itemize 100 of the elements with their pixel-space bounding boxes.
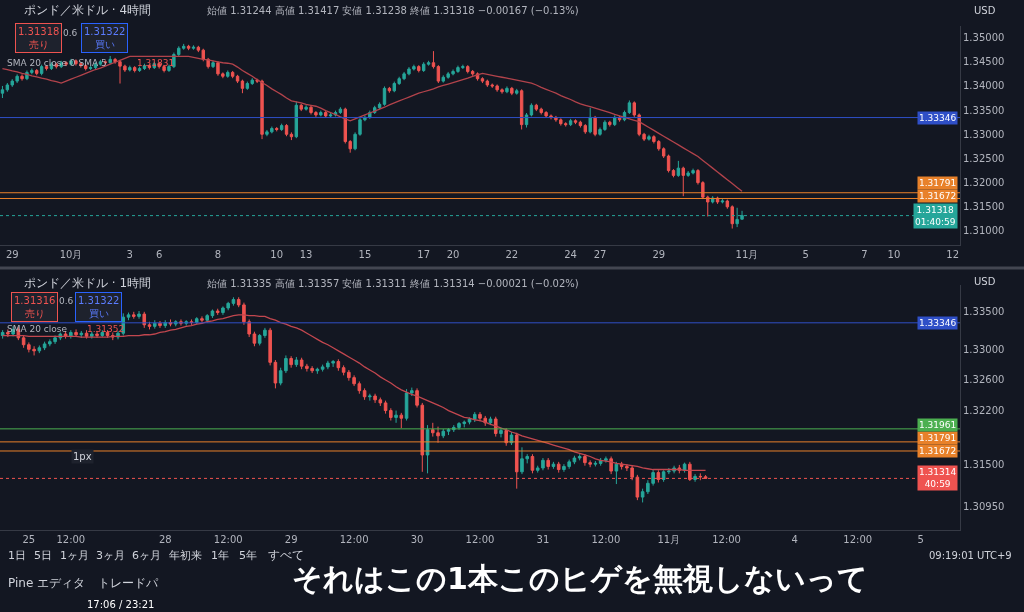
x-tick-label: 12:00 <box>843 534 873 545</box>
x-tick-label: 3 <box>126 249 133 260</box>
annotation: 0.6 <box>59 296 74 306</box>
x-tick-label: 10 <box>887 249 901 260</box>
x-tick-label: 12:00 <box>213 534 243 545</box>
candlestick <box>304 104 308 112</box>
y-tick-label: 1.31000 <box>963 225 1005 237</box>
candlestick <box>417 64 421 73</box>
candlestick <box>231 296 236 307</box>
candlestick <box>394 410 398 424</box>
y-tick-label: 1.33500 <box>963 305 1005 317</box>
candlestick <box>573 118 578 125</box>
ref-line-label: 1.33346 <box>919 318 957 328</box>
candlestick <box>534 103 539 112</box>
candlestick <box>126 312 131 321</box>
candlestick <box>681 166 685 197</box>
x-tick-label: 29 <box>652 249 666 260</box>
candlestick <box>593 115 597 137</box>
ref-line-label: 1.31318 01:40:59 <box>915 205 956 227</box>
ref-line-label: 1.31961 <box>919 420 957 430</box>
x-tick-label: 29 <box>5 249 19 260</box>
candlestick <box>556 461 561 474</box>
candlestick <box>328 112 333 118</box>
candlestick <box>485 79 490 88</box>
y-tick-label: 1.32200 <box>963 405 1005 417</box>
candlestick <box>608 121 612 128</box>
candlestick <box>132 65 137 73</box>
candlestick <box>289 355 293 369</box>
line-series <box>1 55 743 192</box>
x-tick-label: 12:00 <box>465 534 495 545</box>
candlestick <box>510 86 514 96</box>
candlestick <box>515 88 519 94</box>
candlestick <box>480 78 485 84</box>
candlestick <box>200 315 204 324</box>
y-tick-label: 1.33500 <box>963 104 1005 116</box>
y-tick-label: 1.32600 <box>963 374 1005 386</box>
y-tick-label: 1.30950 <box>963 500 1005 512</box>
x-tick-label: 22 <box>505 249 519 260</box>
x-tick-label: 27 <box>593 249 607 260</box>
candlestick <box>284 123 289 137</box>
candlestick <box>676 160 681 178</box>
x-tick-label: 15 <box>358 249 372 260</box>
candlestick <box>137 66 142 73</box>
y-tick-label: 1.32500 <box>963 152 1005 164</box>
x-tick-label: 28 <box>158 534 172 545</box>
candlestick <box>0 329 5 340</box>
candlestick <box>294 100 299 139</box>
candlestick <box>499 426 503 438</box>
x-tick-label: 13 <box>299 249 313 260</box>
ref-line-label: 1.31314 40:59 <box>919 467 957 489</box>
candlestick <box>627 99 632 115</box>
candlestick <box>362 387 367 401</box>
candlestick <box>399 412 404 429</box>
x-tick-label: 4 <box>791 534 798 545</box>
y-tick-label: 1.31500 <box>963 458 1005 470</box>
text: Pine エディタ <box>8 576 86 590</box>
candlestick <box>441 428 446 439</box>
candlestick <box>20 73 24 82</box>
y-tick-label: 1.33000 <box>963 343 1005 355</box>
candlestick <box>588 107 592 134</box>
candlestick <box>211 60 215 69</box>
candlestick <box>505 85 509 94</box>
annotation: 0.6 <box>63 28 78 38</box>
candlestick <box>147 321 152 330</box>
candlestick <box>720 198 725 204</box>
x-tick-label: 12:00 <box>712 534 741 545</box>
candlestick <box>577 453 582 461</box>
candlestick <box>324 110 328 119</box>
candlestick <box>108 55 112 65</box>
x-tick-label: 12:00 <box>339 534 369 545</box>
ref-line-label: 1.31672 <box>919 191 957 201</box>
x-tick-label: 25 <box>22 534 36 545</box>
x-tick-label: 10 <box>270 249 284 260</box>
candlestick <box>730 204 734 230</box>
candlestick <box>35 68 39 76</box>
x-tick-label: 8 <box>214 249 222 260</box>
candlestick <box>37 344 42 354</box>
candlestick <box>240 79 245 94</box>
candlestick <box>201 48 205 62</box>
candlestick <box>215 308 220 316</box>
candlestick <box>583 123 588 135</box>
y-tick-label: 1.34500 <box>963 56 1005 68</box>
text: 1年 <box>211 549 229 562</box>
y-tick-label: 1.35000 <box>963 32 1005 44</box>
x-tick-label: 20 <box>446 249 460 260</box>
candlestick <box>210 309 215 319</box>
x-tick-label: 5 <box>917 534 924 545</box>
candlestick <box>128 65 132 71</box>
candlestick <box>436 64 441 84</box>
candlestick <box>152 319 157 330</box>
candlestick <box>647 134 651 140</box>
candlestick <box>612 114 617 127</box>
x-tick-label: 30 <box>410 534 424 545</box>
candlestick <box>410 387 414 397</box>
x-tick-label: 5 <box>802 249 809 260</box>
text: 6ヶ月 <box>132 549 161 562</box>
candlestick <box>382 85 387 107</box>
candlestick <box>260 79 264 140</box>
candlestick <box>279 123 284 132</box>
candlestick <box>593 460 598 467</box>
